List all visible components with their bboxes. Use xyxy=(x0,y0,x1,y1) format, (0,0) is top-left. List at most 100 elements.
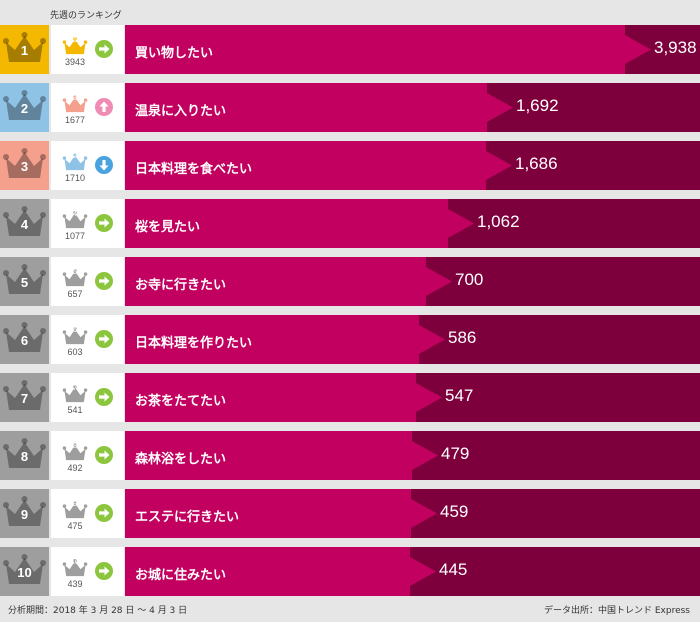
category-label: お城に住みたい xyxy=(135,568,227,583)
bar xyxy=(125,199,448,248)
previous-rank-crown-icon xyxy=(62,269,88,287)
bar-arrowhead xyxy=(487,93,513,122)
rank-badge: 5 xyxy=(0,257,49,306)
previous-week-cell: 5 657 xyxy=(51,257,124,306)
bar-arrowhead xyxy=(426,267,452,296)
value-label: 459 xyxy=(440,502,469,521)
bar-track: お茶をたてたい 547 xyxy=(125,373,700,422)
ranking-row: 7 7 541 お茶をたてたい 547 xyxy=(0,373,700,422)
previous-count: 657 xyxy=(67,289,83,299)
ranking-row: 9 9 475 エステに行きたい 459 xyxy=(0,489,700,538)
previous-rank-crown-icon xyxy=(62,559,88,577)
previous-week-cell: 9 475 xyxy=(51,489,124,538)
previous-week-cell: 6 603 xyxy=(51,315,124,364)
rank-badge: 6 xyxy=(0,315,49,364)
bar-track: エステに行きたい 459 xyxy=(125,489,700,538)
bar-arrowhead xyxy=(625,35,651,64)
previous-rank-number: 9 xyxy=(73,501,77,508)
category-label: 買い物したい xyxy=(135,46,214,61)
trend-same-icon xyxy=(95,504,113,522)
bar xyxy=(125,315,419,364)
crown-icon xyxy=(0,83,49,132)
previous-rank-crown-icon xyxy=(62,37,88,55)
ranking-row: 6 6 603 日本料理を作りたい 586 xyxy=(0,315,700,364)
rank-number: 2 xyxy=(20,101,29,116)
bar-track: 日本料理を作りたい 586 xyxy=(125,315,700,364)
data-source: データ出所：中国トレンド Express xyxy=(543,606,690,616)
previous-count: 475 xyxy=(67,521,83,531)
previous-rank-number: 4 xyxy=(73,211,77,218)
bar-track: 買い物したい 3,938 xyxy=(125,25,700,74)
previous-rank-number: 7 xyxy=(73,385,77,392)
previous-rank-crown-icon xyxy=(62,385,88,403)
previous-week-cell: 3 1677 xyxy=(51,83,124,132)
category-label: お寺に行きたい xyxy=(135,278,227,293)
crown-icon xyxy=(0,547,49,596)
value-label: 586 xyxy=(448,328,477,347)
previous-count: 1677 xyxy=(64,115,86,125)
category-label: 日本料理を作りたい xyxy=(135,336,253,351)
value-label: 479 xyxy=(441,444,470,463)
rank-badge: 2 xyxy=(0,83,49,132)
rank-badge: 3 xyxy=(0,141,49,190)
crown-icon xyxy=(0,315,49,364)
rank-badge: 9 xyxy=(0,489,49,538)
previous-week-cell: 8 492 xyxy=(51,431,124,480)
rank-badge: 1 xyxy=(0,25,49,74)
bar-arrowhead xyxy=(416,383,442,412)
previous-rank-number: 1 xyxy=(73,37,77,44)
category-label: 温泉に入りたい xyxy=(135,104,227,119)
crown-icon xyxy=(0,141,49,190)
trend-same-icon xyxy=(95,562,113,580)
category-label: エステに行きたい xyxy=(135,510,240,525)
previous-rank-number: 6 xyxy=(73,327,77,334)
bar-track: 温泉に入りたい 1,692 xyxy=(125,83,700,132)
bar-track: お城に住みたい 445 xyxy=(125,547,700,596)
previous-rank-crown-icon xyxy=(62,327,88,345)
previous-rank-number: 10 xyxy=(71,559,79,566)
category-label: 日本料理を食べたい xyxy=(135,162,253,177)
rank-badge: 7 xyxy=(0,373,49,422)
rank-number: 9 xyxy=(20,507,29,522)
bar xyxy=(125,141,486,190)
previous-count: 1710 xyxy=(64,173,86,183)
bar xyxy=(125,489,411,538)
previous-rank-number: 2 xyxy=(73,153,77,160)
previous-week-cell: 2 1710 xyxy=(51,141,124,190)
bar-arrowhead xyxy=(486,151,512,180)
previous-week-cell: 10 439 xyxy=(51,547,124,596)
previous-week-cell: 7 541 xyxy=(51,373,124,422)
value-label: 1,062 xyxy=(477,212,520,231)
bar-arrowhead xyxy=(412,441,438,470)
rank-number: 8 xyxy=(20,449,29,464)
previous-count: 3943 xyxy=(64,57,86,67)
rank-badge: 4 xyxy=(0,199,49,248)
value-label: 1,692 xyxy=(516,96,559,115)
rank-badge: 8 xyxy=(0,431,49,480)
analysis-period: 分析期間：2018 年 3 月 28 日 ～ 4 月 3 日 xyxy=(8,606,188,616)
ranking-row: 10 10 439 お城に住みたい 445 xyxy=(0,547,700,596)
category-label: 森林浴をしたい xyxy=(135,452,227,467)
value-label: 547 xyxy=(445,386,474,405)
header: 先週のランキング xyxy=(0,0,700,24)
previous-rank-crown-icon xyxy=(62,443,88,461)
ranking-row: 3 2 1710 日本料理を食べたい 1,686 xyxy=(0,141,700,190)
crown-icon xyxy=(0,257,49,306)
category-label: 桜を見たい xyxy=(135,220,201,235)
trend-same-icon xyxy=(95,214,113,232)
rank-badge: 10 xyxy=(0,547,49,596)
ranking-row: 1 1 3943 買い物したい 3,938 xyxy=(0,25,700,74)
category-label: お茶をたてたい xyxy=(135,394,227,409)
previous-rank-crown-icon xyxy=(62,501,88,519)
ranking-row: 5 5 657 お寺に行きたい 700 xyxy=(0,257,700,306)
value-label: 700 xyxy=(455,270,484,289)
bar-arrowhead xyxy=(410,557,436,586)
previous-rank-crown-icon xyxy=(62,153,88,171)
previous-count: 603 xyxy=(67,347,83,357)
previous-week-cell: 1 3943 xyxy=(51,25,124,74)
rank-number: 3 xyxy=(20,159,29,174)
bar-track: 日本料理を食べたい 1,686 xyxy=(125,141,700,190)
trend-same-icon xyxy=(95,446,113,464)
bar-track: お寺に行きたい 700 xyxy=(125,257,700,306)
bar-arrowhead xyxy=(448,209,474,238)
